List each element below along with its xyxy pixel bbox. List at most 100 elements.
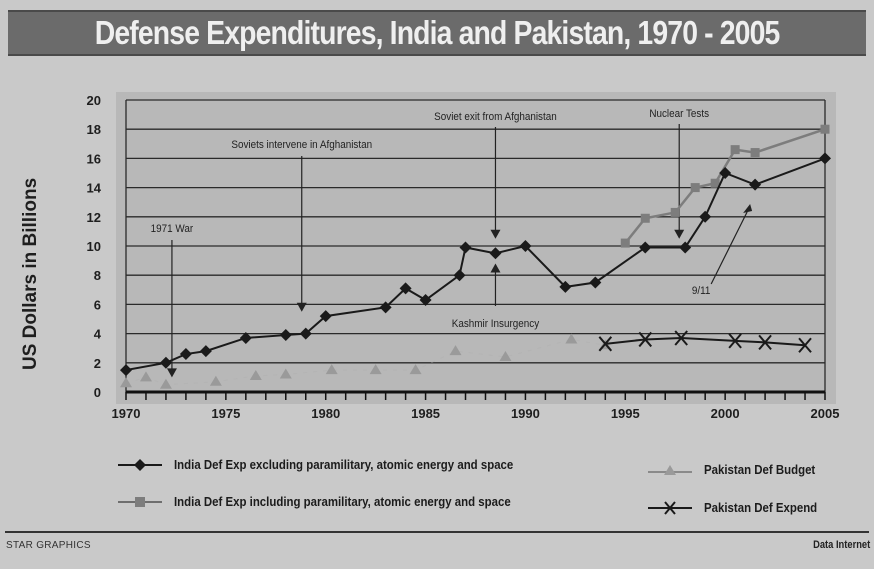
annotation-label: Nuclear Tests [649,109,709,121]
data-point-x [798,337,812,353]
data-point-square [730,145,740,155]
data-point-diamond [719,167,732,179]
legend-label: India Def Exp including paramilitary, at… [174,494,511,509]
chart-title: Defense Expenditures, India and Pakistan… [94,14,781,51]
data-point-diamond [239,331,252,344]
arrow-down-icon [674,229,685,239]
data-point-square [620,238,630,248]
data-point-diamond [299,327,312,340]
x-tick-label: 2005 [811,406,840,421]
data-point-triangle [449,345,462,356]
x-axis: 1970 1975 1980 1985 1990 1995 2000 2005 [112,390,840,421]
chart-title-bar: Defense Expenditures, India and Pakistan… [8,10,866,56]
x-tick-label: 1975 [211,406,240,421]
data-point-x [728,333,742,349]
series-square [620,124,830,248]
data-point-x [674,330,688,346]
y-tick-label: 16 [87,151,101,166]
data-point-diamond [489,247,502,260]
data-point-triangle [139,371,152,382]
arrow-up-icon [743,204,753,214]
data-point-triangle [325,364,338,375]
annotation: Soviet exit from Afghanistan [434,112,557,239]
data-point-diamond [419,294,432,307]
x-tick-label: 1995 [611,406,640,421]
data-point-triangle [409,364,422,375]
footer-credit-left: STAR GRAPHICS [6,540,91,551]
arrow-down-icon [166,368,177,378]
y-tick-label: 14 [87,181,102,196]
y-tick-label: 8 [94,268,101,283]
data-point-triangle [565,333,578,344]
data-point-diamond [199,345,212,358]
y-tick-label: 20 [87,93,101,108]
y-tick-label: 2 [94,356,101,371]
annotations: 1971 War Soviets intervene in Afghanistan… [151,109,753,378]
data-point-triangle [279,368,292,379]
data-point-diamond [749,178,762,191]
data-point-diamond [120,364,132,377]
y-tick-label: 0 [94,385,101,400]
legend-triangle-icon [648,464,692,475]
data-point-diamond [519,240,532,252]
data-point-triangle [120,377,132,388]
data-point-triangle [159,378,172,389]
data-point-diamond [159,356,172,369]
x-tick-label: 1990 [511,406,540,421]
legend-x-icon [648,500,692,515]
data-point-diamond [679,241,692,254]
data-point-square [640,213,650,223]
data-point-diamond [399,282,412,295]
data-point-diamond [459,241,472,254]
y-tick-label: 18 [87,122,101,137]
data-point-square [690,183,700,193]
annotation: 1971 War [151,224,194,378]
x-tick-label: 2000 [711,406,740,421]
legend-item-pakistan-budget: Pakistan Def Budget [648,462,830,477]
data-point-square [750,148,760,158]
footer-credit-right: Data Internet [812,539,870,551]
data-point-x [598,336,613,352]
data-point-diamond [559,280,572,293]
data-point-diamond [639,241,652,254]
annotation: Kashmir Insurgency [452,263,540,331]
data-point-x [758,334,772,351]
annotation-arrow-line [710,211,748,285]
data-point-square [710,178,720,188]
series-line [605,336,806,347]
annotation-label: Kashmir Insurgency [452,319,540,331]
y-tick-labels: 0 2 4 6 8 10 12 14 16 18 20 [87,93,102,400]
arrow-up-icon [490,263,501,273]
legend-item-pakistan-expend: Pakistan Def Expend [648,500,833,515]
y-tick-label: 12 [87,210,101,225]
annotation-label: Soviet exit from Afghanistan [434,112,557,124]
data-point-diamond [453,269,466,282]
plot-background [116,92,836,404]
data-point-diamond [819,152,831,165]
legend-item-india-excl: India Def Exp excluding paramilitary, at… [118,457,560,472]
annotation: Soviets intervene in Afghanistan [231,140,372,312]
y-tick-label: 10 [87,239,101,254]
data-point-square [670,207,680,217]
annotation-label: 1971 War [151,224,194,236]
data-point-diamond [589,276,602,289]
data-point-diamond [379,301,392,314]
arrow-down-icon [490,229,501,239]
x-tick-label: 1970 [112,406,141,421]
data-point-diamond [279,329,292,342]
legend-square-icon [118,496,162,507]
y-tick-label: 6 [94,297,101,312]
legend-diamond-icon [118,458,162,471]
data-point-diamond [179,348,192,361]
series-x [598,330,812,353]
data-point-x [638,331,653,348]
footer-divider [5,531,869,533]
series-diamond [120,152,831,377]
annotation: 9/11 [692,204,753,297]
x-tick-label: 1980 [311,406,340,421]
y-tick-label: 4 [94,327,102,342]
data-point-triangle [369,364,382,375]
arrow-down-icon [296,302,307,312]
data-point-diamond [699,210,712,223]
